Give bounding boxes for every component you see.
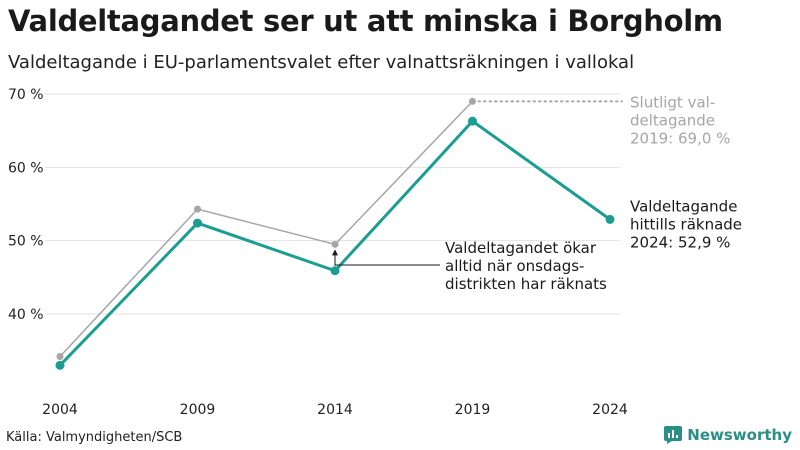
chart-subtitle: Valdeltagande i EU-parlamentsvalet efter… <box>8 52 635 73</box>
brand-name: Newsworthy <box>687 426 792 444</box>
data-point <box>469 97 476 105</box>
series-points <box>55 97 615 370</box>
counting-note-line: alltid när onsdags- <box>445 257 584 275</box>
current-turnout-label: Valdeltagande hittills räknade 2024: 52,9 … <box>630 197 742 251</box>
final-turnout-label-line: Slutligt val- <box>630 93 715 111</box>
current-turnout-label-line: hittills räknade <box>630 215 742 233</box>
final-turnout-label: Slutligt val-deltagande 2019: 69,0 % <box>630 93 730 147</box>
counting-note-line: Valdeltagandet ökar <box>445 239 597 257</box>
data-point <box>56 353 64 361</box>
x-tick-label: 2024 <box>592 402 628 418</box>
data-point <box>468 116 477 126</box>
x-tick-label: 2009 <box>180 402 216 418</box>
series-line-0 <box>59 100 474 358</box>
y-tick-label: 70 % <box>8 87 44 103</box>
source-note: Källa: Valmyndigheten/SCB <box>6 430 183 445</box>
chart-title: Valdeltagandet ser ut att minska i Borgh… <box>8 4 723 38</box>
x-tick-label: 2004 <box>42 402 78 418</box>
y-axis-labels: 40 % 50 % 60 % 70 % <box>8 87 44 323</box>
y-tick-label: 40 % <box>8 307 44 323</box>
x-tick-label: 2019 <box>455 402 491 418</box>
gridlines <box>45 93 620 315</box>
arrow-up-icon <box>332 249 338 256</box>
data-point <box>193 218 202 228</box>
y-tick-label: 60 % <box>8 160 44 176</box>
current-turnout-label-line: 2024: 52,9 % <box>630 233 730 251</box>
data-point <box>194 205 201 213</box>
counting-note: Valdeltagandet ökar alltid när onsdags-di… <box>445 239 607 293</box>
counting-note-line: distrikten har räknats <box>445 275 607 293</box>
x-tick-label: 2014 <box>317 402 353 418</box>
annotations: Slutligt val-deltagande 2019: 69,0 % Valde… <box>332 93 742 293</box>
final-turnout-label-line: 2019: 69,0 % <box>630 129 730 147</box>
data-point <box>605 214 615 224</box>
final-turnout-label-line: deltagande <box>630 111 715 129</box>
data-point <box>331 240 339 248</box>
current-turnout-label-line: Valdeltagande <box>630 197 737 215</box>
x-axis-labels: 2004 2009 2014 2019 2024 <box>42 402 628 418</box>
series-lines <box>58 100 611 367</box>
data-point <box>55 360 65 370</box>
data-point <box>330 266 340 276</box>
brand-logo: Newsworthy <box>664 426 792 444</box>
bar-chart-icon <box>664 426 683 444</box>
y-tick-label: 50 % <box>8 234 44 250</box>
